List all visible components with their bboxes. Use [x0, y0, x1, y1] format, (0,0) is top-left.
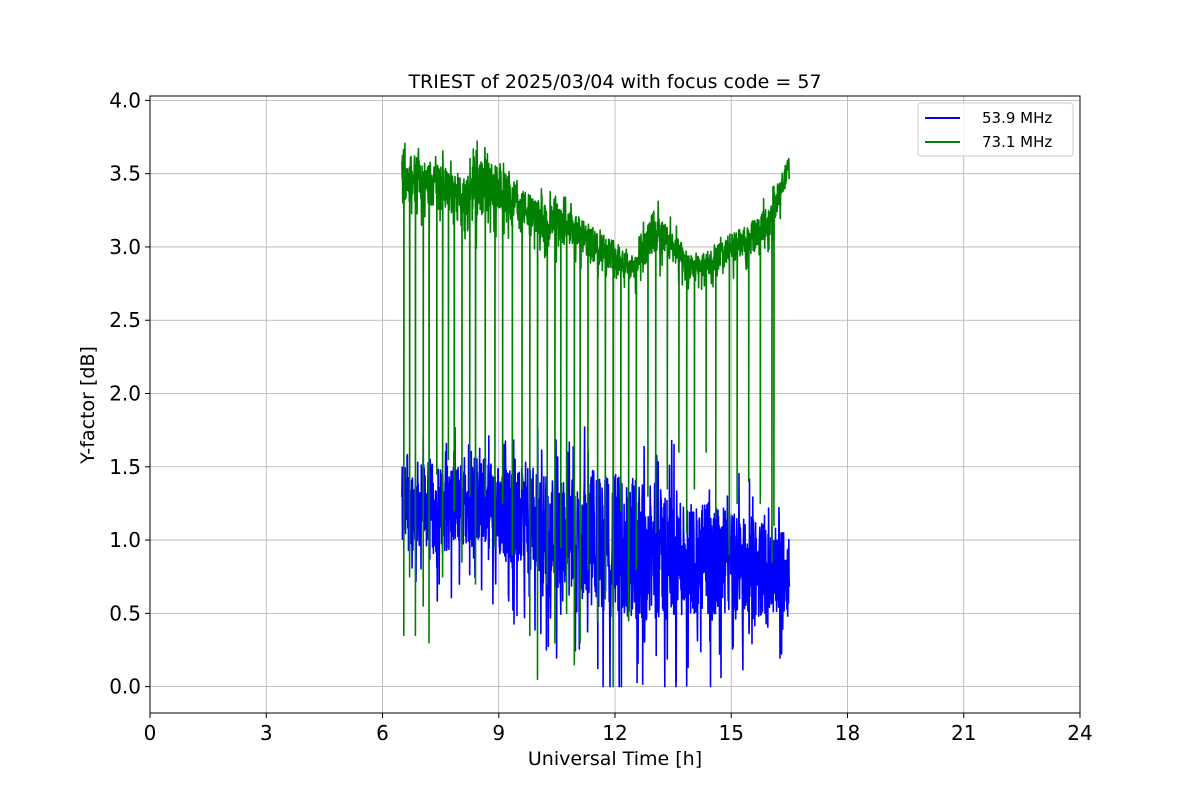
y-tick-label: 1.5 [109, 455, 141, 479]
y-tick-label: 3.0 [109, 235, 141, 259]
legend-label: 73.1 MHz [982, 133, 1052, 151]
chart-title: TRIEST of 2025/03/04 with focus code = 5… [407, 71, 821, 93]
x-tick-label: 6 [376, 721, 389, 745]
y-tick-label: 0.5 [109, 601, 141, 625]
y-tick-label: 0.0 [109, 675, 141, 699]
x-tick-label: 24 [1067, 721, 1092, 745]
x-tick-label: 15 [719, 721, 744, 745]
y-axis-label: Y-factor [dB] [77, 346, 99, 465]
x-axis: 0 3 6 9 12 15 18 21 24 [144, 713, 1093, 745]
series-line-green [401, 140, 791, 688]
x-tick-label: 21 [951, 721, 976, 745]
x-tick-label: 18 [835, 721, 860, 745]
y-tick-label: 3.5 [109, 162, 141, 186]
y-tick-label: 1.0 [109, 528, 141, 552]
y-axis: 0.0 0.5 1.0 1.5 2.0 2.5 3.0 3.5 4.0 [109, 88, 150, 699]
y-tick-label: 4.0 [109, 88, 141, 112]
x-tick-label: 12 [602, 721, 627, 745]
x-axis-label: Universal Time [h] [528, 748, 702, 770]
x-tick-label: 3 [260, 721, 273, 745]
y-tick-label: 2.5 [109, 308, 141, 332]
legend-label: 53.9 MHz [982, 109, 1052, 127]
series-line-blue [401, 426, 791, 688]
y-tick-label: 2.0 [109, 382, 141, 406]
x-tick-label: 9 [492, 721, 505, 745]
plot-area [401, 140, 791, 688]
x-tick-label: 0 [144, 721, 157, 745]
legend: 53.9 MHz 73.1 MHz [917, 102, 1074, 157]
